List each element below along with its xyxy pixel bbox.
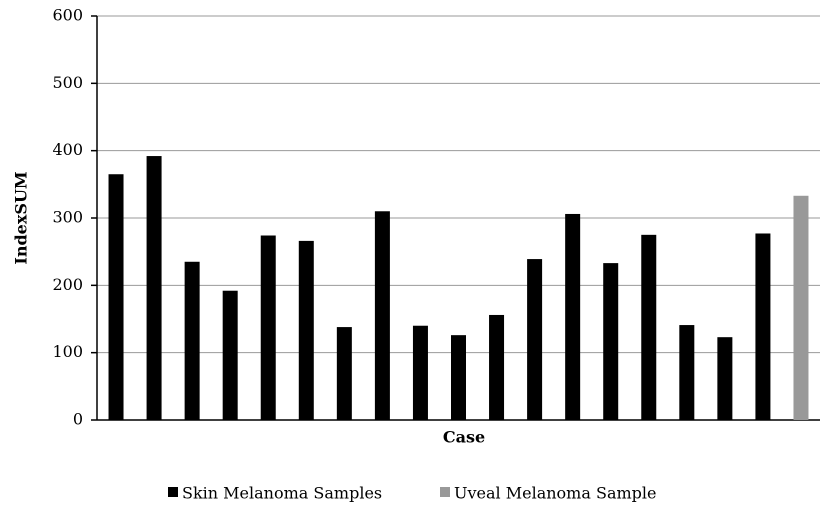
bar bbox=[755, 233, 771, 420]
y-tick-label: 100 bbox=[52, 342, 83, 361]
bar bbox=[260, 235, 276, 420]
bar bbox=[603, 263, 619, 420]
bar bbox=[146, 156, 162, 420]
y-axis-label: IndexSUM bbox=[12, 171, 31, 264]
bar bbox=[222, 290, 238, 420]
bar bbox=[793, 195, 809, 420]
bar bbox=[108, 174, 124, 420]
bar bbox=[298, 240, 314, 420]
bar bbox=[641, 234, 657, 420]
bar bbox=[451, 335, 466, 420]
y-tick-label: 0 bbox=[73, 410, 83, 429]
y-tick-label: 300 bbox=[52, 208, 83, 227]
legend-label: Uveal Melanoma Sample bbox=[454, 484, 656, 503]
bar bbox=[374, 211, 390, 420]
y-tick-label: 400 bbox=[52, 140, 83, 159]
legend-swatch bbox=[168, 487, 178, 497]
x-axis-label: Case bbox=[443, 428, 485, 447]
y-tick-label: 500 bbox=[52, 73, 83, 92]
bar bbox=[489, 314, 505, 420]
y-tick-label: 200 bbox=[52, 275, 83, 294]
bar bbox=[717, 337, 733, 420]
bar bbox=[679, 325, 695, 420]
bar bbox=[184, 261, 200, 420]
bar bbox=[336, 327, 352, 420]
bar bbox=[527, 259, 543, 420]
bar bbox=[565, 213, 581, 420]
legend-swatch bbox=[440, 487, 450, 497]
bar bbox=[412, 325, 428, 420]
y-tick-label: 600 bbox=[52, 6, 83, 25]
legend-label: Skin Melanoma Samples bbox=[182, 484, 382, 503]
